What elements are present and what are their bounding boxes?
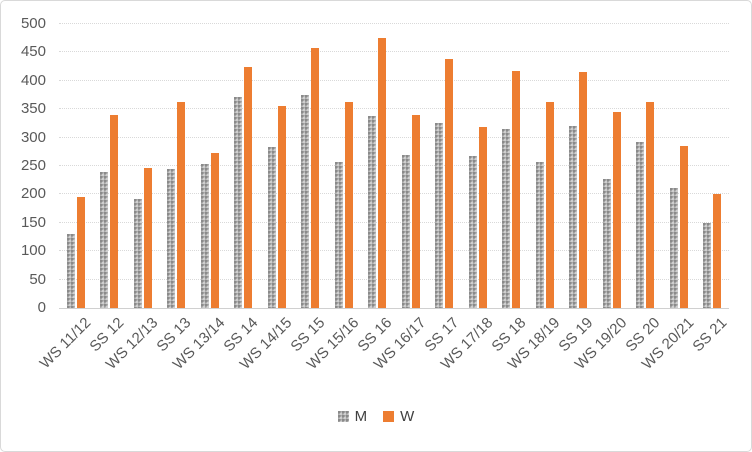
bar-m-ws-14-15 bbox=[267, 146, 276, 308]
bar-m-ws-18-19 bbox=[535, 162, 544, 308]
bar-m-ss-20 bbox=[636, 142, 645, 308]
bar-m-ws-12-13 bbox=[133, 198, 142, 308]
bar-w-ws-15-16 bbox=[344, 101, 353, 308]
bar-m-ws-11-12 bbox=[66, 234, 75, 308]
gridline-300 bbox=[59, 136, 729, 138]
bar-w-ss-16 bbox=[378, 38, 387, 308]
bar-m-ss-14 bbox=[234, 97, 243, 308]
bar-group-ss-20 bbox=[629, 24, 663, 308]
bar-w-ws-18-19 bbox=[545, 101, 554, 308]
y-axis-tick-150: 150 bbox=[20, 213, 46, 231]
y-axis-tick-100: 100 bbox=[20, 242, 46, 260]
bar-group-ss-18 bbox=[495, 24, 529, 308]
bar-w-ss-17 bbox=[445, 59, 454, 308]
legend: M W bbox=[1, 408, 751, 425]
bar-group-ss-19 bbox=[562, 24, 596, 308]
bar-m-ws-16-17 bbox=[401, 154, 410, 308]
bar-w-ws-16-17 bbox=[411, 114, 420, 308]
bar-m-ws-19-20 bbox=[602, 178, 611, 308]
legend-item-w: W bbox=[383, 408, 414, 425]
legend-item-m: M bbox=[337, 408, 368, 425]
gridline-250 bbox=[59, 165, 729, 166]
gridline-400 bbox=[59, 79, 729, 81]
bar-w-ws-12-13 bbox=[143, 168, 152, 308]
bar-w-ws-13-14 bbox=[210, 152, 219, 308]
gridline-500 bbox=[59, 23, 729, 24]
gridline-350 bbox=[59, 108, 729, 110]
bar-group-ws-12-13 bbox=[126, 24, 160, 308]
bar-w-ws-11-12 bbox=[76, 197, 85, 308]
bar-group-ws-14-15 bbox=[260, 24, 294, 308]
bar-group-ws-11-12 bbox=[59, 24, 93, 308]
bar-m-ws-17-18 bbox=[468, 155, 477, 308]
bar-group-ss-14 bbox=[227, 24, 261, 308]
gridline-50 bbox=[59, 278, 729, 280]
bar-w-ss-21 bbox=[713, 194, 722, 308]
bar-w-ss-14 bbox=[244, 66, 253, 308]
y-axis-tick-500: 500 bbox=[20, 15, 46, 32]
bar-group-ss-21 bbox=[696, 24, 730, 308]
bar-m-ss-16 bbox=[368, 116, 377, 308]
bar-w-ws-19-20 bbox=[612, 112, 621, 308]
legend-swatch-m-icon bbox=[337, 411, 349, 422]
y-axis-tick-0: 0 bbox=[37, 299, 46, 316]
legend-label-w: W bbox=[400, 408, 415, 425]
bar-m-ws-13-14 bbox=[200, 163, 209, 308]
bar-group-ws-18-19 bbox=[528, 24, 562, 308]
bar-w-ss-18 bbox=[512, 70, 521, 308]
legend-label-m: M bbox=[354, 408, 368, 425]
y-axis-tick-200: 200 bbox=[20, 185, 46, 203]
bar-w-ss-13 bbox=[177, 102, 186, 308]
gridline-100 bbox=[59, 250, 729, 252]
bar-group-ss-15 bbox=[294, 24, 328, 308]
bar-m-ws-20-21 bbox=[669, 188, 678, 308]
y-axis-tick-50: 50 bbox=[29, 270, 46, 288]
bar-m-ss-17 bbox=[435, 122, 444, 308]
bar-group-ws-16-17 bbox=[394, 24, 428, 308]
y-axis-tick-450: 450 bbox=[20, 43, 46, 61]
bar-w-ss-19 bbox=[579, 72, 588, 308]
y-axis-tick-400: 400 bbox=[20, 71, 46, 89]
plot-area bbox=[59, 23, 730, 309]
bar-w-ws-14-15 bbox=[277, 106, 286, 308]
bar-group-ws-13-14 bbox=[193, 24, 227, 308]
bar-m-ss-15 bbox=[301, 95, 310, 308]
bar-group-ss-12 bbox=[93, 24, 127, 308]
bar-m-ss-13 bbox=[167, 168, 176, 308]
bar-m-ws-15-16 bbox=[334, 162, 343, 308]
bar-w-ws-17-18 bbox=[478, 127, 487, 308]
gridline-450 bbox=[59, 51, 729, 53]
bar-w-ss-15 bbox=[311, 48, 320, 308]
bar-m-ss-18 bbox=[502, 128, 511, 308]
y-axis-tick-300: 300 bbox=[20, 128, 46, 146]
gridline-150 bbox=[59, 221, 729, 223]
bar-m-ss-12 bbox=[100, 171, 109, 308]
bar-w-ws-20-21 bbox=[679, 146, 688, 308]
bar-group-ws-15-16 bbox=[327, 24, 361, 308]
bar-group-ss-13 bbox=[160, 24, 194, 308]
bar-group-ws-17-18 bbox=[461, 24, 495, 308]
bar-w-ss-12 bbox=[110, 114, 119, 308]
bar-group-ws-19-20 bbox=[595, 24, 629, 308]
bar-w-ss-20 bbox=[646, 101, 655, 308]
y-axis-tick-350: 350 bbox=[20, 100, 46, 118]
bar-group-ss-17 bbox=[428, 24, 462, 308]
bar-group-ws-20-21 bbox=[662, 24, 696, 308]
legend-swatch-w-icon bbox=[383, 411, 395, 422]
bar-group-ss-16 bbox=[361, 24, 395, 308]
bar-m-ss-19 bbox=[569, 126, 578, 308]
bar-m-ss-21 bbox=[703, 222, 712, 308]
gridline-200 bbox=[59, 193, 729, 195]
y-axis-tick-250: 250 bbox=[20, 157, 46, 174]
